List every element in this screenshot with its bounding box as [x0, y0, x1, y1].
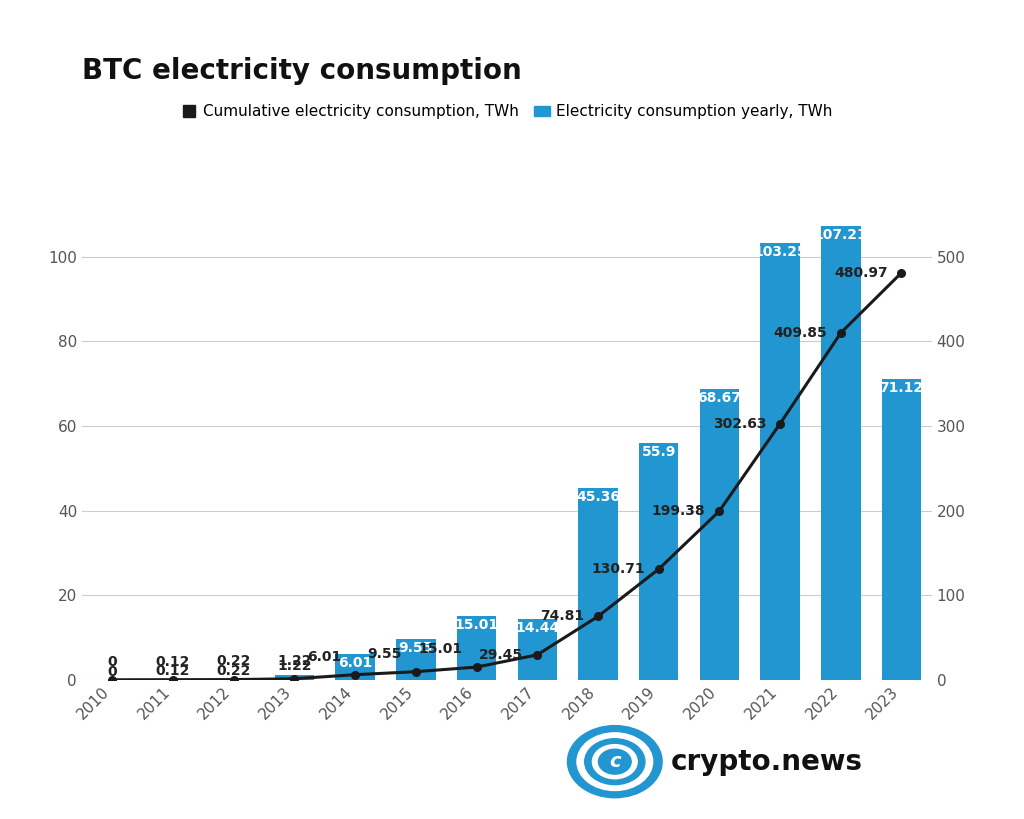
- Text: c: c: [609, 752, 621, 771]
- Text: 0: 0: [108, 654, 117, 668]
- Text: 480.97: 480.97: [834, 265, 888, 280]
- Bar: [821, 226, 860, 680]
- Text: 1.22: 1.22: [278, 654, 311, 667]
- Text: 74.81: 74.81: [540, 609, 584, 623]
- Text: crypto.news: crypto.news: [671, 748, 862, 776]
- Bar: [214, 679, 253, 680]
- Text: 199.38: 199.38: [652, 504, 706, 518]
- Circle shape: [593, 744, 637, 779]
- Bar: [639, 443, 678, 680]
- Text: 409.85: 409.85: [773, 326, 827, 340]
- Legend: Cumulative electricity consumption, TWh, Electricity consumption yearly, TWh: Cumulative electricity consumption, TWh,…: [176, 98, 838, 125]
- Bar: [517, 618, 557, 680]
- Text: 15.01: 15.01: [419, 642, 463, 656]
- Text: 9.55: 9.55: [398, 641, 433, 655]
- Circle shape: [598, 749, 631, 774]
- Text: 0: 0: [108, 664, 117, 678]
- Text: 130.71: 130.71: [591, 562, 645, 576]
- Text: 0.22: 0.22: [216, 654, 251, 668]
- Circle shape: [577, 733, 652, 790]
- Circle shape: [567, 726, 663, 798]
- Text: 103.25: 103.25: [754, 245, 807, 259]
- Text: 14.44: 14.44: [515, 621, 559, 635]
- Text: 45.36: 45.36: [575, 490, 620, 504]
- Bar: [699, 389, 739, 680]
- Text: 0.22: 0.22: [216, 663, 251, 677]
- Text: 29.45: 29.45: [479, 648, 523, 662]
- Text: 0.12: 0.12: [156, 664, 190, 678]
- Text: 0.12: 0.12: [156, 654, 190, 668]
- Bar: [457, 616, 497, 680]
- Text: 71.12: 71.12: [880, 381, 924, 395]
- Text: 1.22: 1.22: [278, 659, 311, 673]
- Bar: [579, 488, 617, 680]
- Circle shape: [585, 739, 645, 785]
- Bar: [882, 379, 922, 680]
- Bar: [336, 654, 375, 680]
- Text: 6.01: 6.01: [338, 657, 373, 671]
- Text: 9.55: 9.55: [368, 646, 402, 661]
- Text: 55.9: 55.9: [641, 446, 676, 459]
- Bar: [396, 640, 435, 680]
- Bar: [761, 243, 800, 680]
- Text: 68.67: 68.67: [697, 391, 741, 405]
- Text: BTC electricity consumption: BTC electricity consumption: [82, 57, 521, 85]
- Text: 302.63: 302.63: [713, 417, 766, 431]
- Text: 15.01: 15.01: [455, 618, 499, 632]
- Text: 107.21: 107.21: [814, 229, 867, 242]
- Bar: [274, 675, 314, 680]
- Text: 6.01: 6.01: [307, 649, 341, 663]
